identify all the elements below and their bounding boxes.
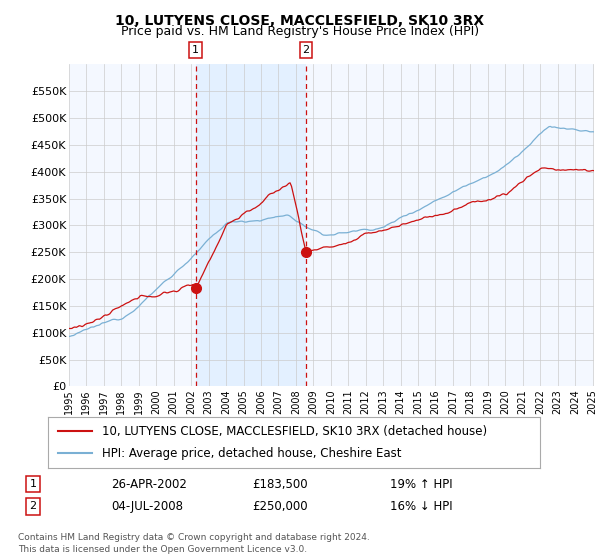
Text: £183,500: £183,500 [252, 478, 308, 491]
Text: 1: 1 [29, 479, 37, 489]
Bar [196, 64, 306, 386]
Text: Contains HM Land Registry data © Crown copyright and database right 2024.
This d: Contains HM Land Registry data © Crown c… [18, 533, 370, 554]
Text: 10, LUTYENS CLOSE, MACCLESFIELD, SK10 3RX: 10, LUTYENS CLOSE, MACCLESFIELD, SK10 3R… [115, 14, 485, 28]
Text: 26-APR-2002: 26-APR-2002 [111, 478, 187, 491]
Text: £250,000: £250,000 [252, 500, 308, 513]
Text: HPI: Average price, detached house, Cheshire East: HPI: Average price, detached house, Ches… [102, 447, 401, 460]
Text: Price paid vs. HM Land Registry's House Price Index (HPI): Price paid vs. HM Land Registry's House … [121, 25, 479, 38]
Text: 1: 1 [192, 45, 199, 55]
Text: 19% ↑ HPI: 19% ↑ HPI [390, 478, 452, 491]
Text: 04-JUL-2008: 04-JUL-2008 [111, 500, 183, 513]
Text: 16% ↓ HPI: 16% ↓ HPI [390, 500, 452, 513]
Text: 10, LUTYENS CLOSE, MACCLESFIELD, SK10 3RX (detached house): 10, LUTYENS CLOSE, MACCLESFIELD, SK10 3R… [102, 425, 487, 438]
Text: 2: 2 [302, 45, 310, 55]
Text: 2: 2 [29, 501, 37, 511]
